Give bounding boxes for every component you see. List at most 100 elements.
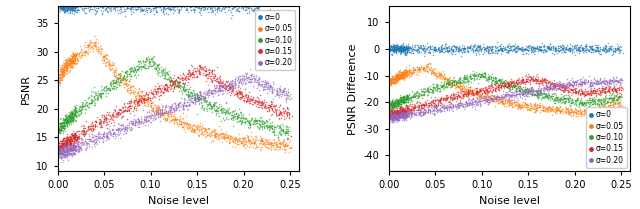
Point — [493, 97, 503, 101]
Point — [605, 104, 615, 107]
Point — [552, 98, 562, 101]
Point — [465, 74, 475, 77]
Point — [515, 89, 525, 93]
Point — [602, 102, 612, 105]
Point — [153, 108, 163, 112]
Point — [577, 101, 588, 105]
Point — [431, 110, 441, 113]
Point — [58, 151, 68, 155]
Point — [181, 121, 191, 125]
Point — [275, 144, 285, 148]
Point — [543, 95, 553, 98]
Point — [69, 152, 79, 155]
Point — [61, 135, 72, 138]
Point — [396, 74, 406, 77]
Point — [397, 107, 408, 110]
Point — [56, 145, 67, 149]
Point — [440, 96, 451, 99]
Point — [517, 45, 527, 49]
Point — [565, 81, 575, 84]
Point — [538, 79, 548, 82]
Point — [65, 140, 76, 144]
Point — [76, 112, 86, 115]
Point — [221, 5, 231, 8]
Point — [207, 71, 217, 75]
Point — [227, 7, 237, 10]
Point — [283, 90, 293, 94]
Point — [484, 75, 495, 78]
Point — [435, 110, 445, 114]
Point — [603, 99, 613, 102]
Point — [54, 155, 64, 159]
Point — [100, 53, 110, 56]
Point — [275, 133, 285, 136]
Point — [601, 82, 611, 85]
Point — [61, 67, 72, 70]
Point — [420, 48, 430, 51]
Point — [501, 92, 511, 96]
Point — [250, 80, 260, 83]
Point — [129, 119, 139, 123]
Point — [486, 96, 497, 99]
Point — [60, 9, 70, 12]
Point — [101, 92, 111, 95]
Point — [394, 49, 404, 52]
Point — [600, 96, 611, 99]
Point — [391, 117, 401, 120]
Point — [474, 87, 484, 90]
Point — [424, 46, 435, 49]
Point — [181, 74, 191, 77]
Point — [68, 147, 78, 151]
Point — [178, 107, 188, 111]
Point — [468, 70, 478, 73]
Point — [403, 98, 413, 101]
Point — [147, 3, 157, 6]
Point — [495, 95, 506, 99]
Point — [126, 91, 136, 94]
Point — [133, 98, 143, 101]
Point — [281, 124, 291, 127]
Point — [59, 148, 69, 152]
Point — [63, 6, 73, 9]
Point — [469, 92, 479, 95]
Point — [398, 51, 408, 54]
Point — [196, 97, 206, 100]
Point — [89, 138, 99, 141]
Point — [395, 106, 405, 110]
Point — [105, 87, 115, 90]
Point — [454, 49, 465, 52]
Point — [183, 93, 193, 96]
Point — [547, 104, 557, 108]
Point — [246, 7, 256, 10]
Point — [111, 86, 122, 89]
Point — [282, 90, 292, 93]
Point — [175, 119, 186, 122]
Point — [417, 106, 428, 110]
Point — [460, 46, 470, 50]
Point — [397, 71, 407, 74]
Point — [429, 85, 439, 89]
Point — [201, 68, 211, 71]
Point — [262, 105, 273, 108]
Point — [591, 45, 602, 49]
Point — [79, 139, 90, 143]
Point — [173, 82, 184, 85]
Point — [406, 74, 416, 77]
Point — [59, 63, 69, 66]
Point — [481, 46, 492, 50]
Point — [560, 99, 570, 103]
Point — [66, 145, 76, 149]
Point — [246, 1, 256, 4]
Point — [54, 3, 65, 6]
Point — [388, 50, 398, 53]
Point — [54, 152, 64, 156]
Point — [258, 143, 268, 146]
Point — [197, 5, 207, 8]
Point — [388, 44, 399, 48]
Point — [172, 105, 182, 108]
Point — [470, 99, 480, 103]
Point — [415, 111, 426, 114]
Point — [276, 90, 286, 93]
Point — [202, 100, 212, 103]
Point — [391, 101, 401, 104]
